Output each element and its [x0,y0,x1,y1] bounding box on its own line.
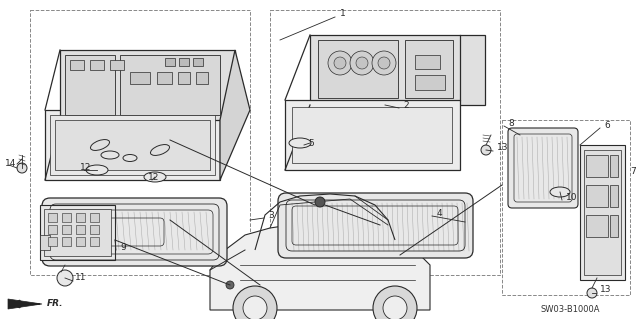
FancyBboxPatch shape [42,198,227,266]
Text: 3: 3 [268,211,274,219]
Bar [60,50,235,120]
Bar [586,215,608,237]
Circle shape [481,145,491,155]
Bar [193,58,203,66]
Circle shape [373,286,417,319]
Circle shape [315,197,325,207]
Bar [178,72,190,84]
Bar [196,72,208,84]
Bar [90,225,99,234]
Ellipse shape [90,139,109,151]
Text: 10: 10 [566,192,577,202]
Bar [50,115,215,175]
Bar [30,10,250,275]
Bar [90,60,104,70]
Bar [48,237,57,246]
Polygon shape [8,299,42,309]
Bar [48,225,57,234]
Bar [415,55,440,69]
Bar [62,225,71,234]
Bar [415,75,445,90]
Bar [586,185,608,207]
Polygon shape [210,225,430,310]
Text: 13: 13 [497,144,509,152]
Bar [70,60,84,70]
Ellipse shape [86,165,108,175]
Polygon shape [220,50,250,180]
Text: 12: 12 [80,164,92,173]
Bar [165,58,175,66]
Bar [179,58,189,66]
Circle shape [383,296,407,319]
Text: 2: 2 [403,100,408,109]
Text: 9: 9 [120,243,125,253]
Bar [40,235,50,250]
Text: 12: 12 [148,174,159,182]
Bar [76,225,85,234]
Ellipse shape [123,154,137,161]
Bar [90,213,99,222]
Text: 1: 1 [340,10,346,19]
Bar [502,120,630,295]
Bar [40,205,115,260]
Text: 14: 14 [5,159,17,167]
Bar [76,237,85,246]
Bar [55,120,210,170]
Ellipse shape [144,172,166,182]
Text: 11: 11 [75,273,86,283]
Bar [48,213,57,222]
Text: 6: 6 [604,121,610,130]
Bar [65,55,115,115]
Circle shape [328,51,352,75]
Bar [292,107,452,163]
Bar [45,110,220,180]
Text: FR.: FR. [47,300,63,308]
Bar [44,209,111,256]
Ellipse shape [289,138,311,148]
Bar [285,100,460,170]
Circle shape [226,281,234,289]
Bar [310,35,485,105]
Text: 8: 8 [508,118,514,128]
Circle shape [350,51,374,75]
Bar [62,237,71,246]
FancyBboxPatch shape [508,128,578,208]
Bar [610,185,618,207]
Bar [270,10,500,275]
Ellipse shape [150,145,170,155]
Bar [130,72,150,84]
Bar [610,155,618,177]
Circle shape [57,270,73,286]
Text: 5: 5 [308,138,314,147]
Bar [90,237,99,246]
Bar [120,55,220,115]
Bar [110,60,124,70]
Text: 13: 13 [600,286,611,294]
Text: 7: 7 [630,167,636,176]
Bar [586,155,608,177]
Bar [584,150,621,275]
Circle shape [372,51,396,75]
FancyBboxPatch shape [278,193,473,258]
Text: 4: 4 [437,209,443,218]
Circle shape [243,296,267,319]
Ellipse shape [550,187,570,197]
Bar [405,40,453,98]
Circle shape [17,163,27,173]
Text: SW03-B1000A: SW03-B1000A [540,306,600,315]
Ellipse shape [101,151,119,159]
Bar [610,215,618,237]
Bar [62,213,71,222]
Circle shape [587,288,597,298]
Bar [580,145,625,280]
Circle shape [334,57,346,69]
Bar [318,40,398,98]
Circle shape [356,57,368,69]
Bar [76,213,85,222]
Bar [157,72,172,84]
Circle shape [233,286,277,319]
Circle shape [378,57,390,69]
